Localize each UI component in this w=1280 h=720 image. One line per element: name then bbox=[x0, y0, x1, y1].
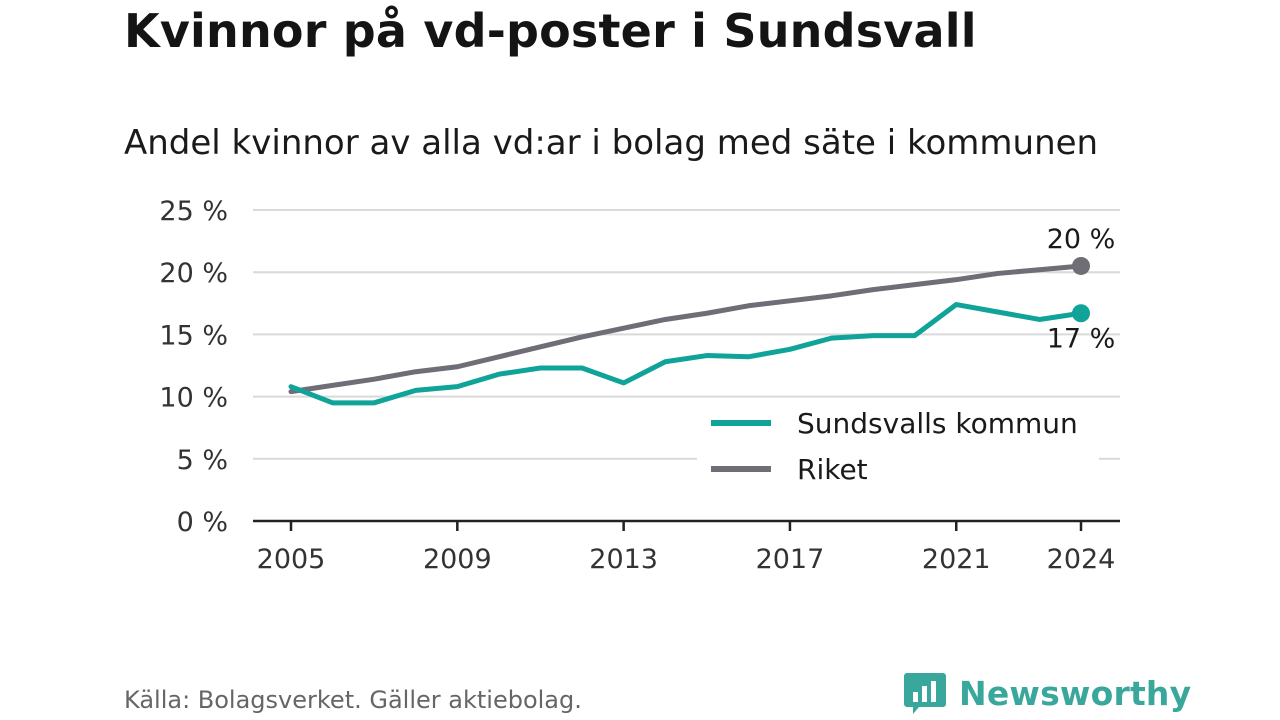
x-tick-label: 2021 bbox=[922, 544, 991, 575]
x-tick-label: 2013 bbox=[589, 544, 658, 575]
series-line-riket bbox=[288, 263, 1084, 395]
series-end-point-riket bbox=[1072, 256, 1090, 275]
chart-subtitle: Andel kvinnor av alla vd:ar i bolag med … bbox=[124, 123, 1099, 163]
legend: Sundsvalls kommun Riket bbox=[697, 398, 1099, 490]
y-tick-label: 10 % bbox=[159, 383, 228, 414]
end-value-label: 20 % bbox=[1047, 224, 1116, 255]
axis-layer: 0 % 5 % 10 % 15 % 20 % 25 % 2005 2009 2013 2017 20… bbox=[159, 196, 1120, 575]
y-tick-label: 20 % bbox=[159, 258, 228, 289]
grid-layer bbox=[253, 209, 1120, 460]
x-tick-label: 2024 bbox=[1047, 544, 1116, 575]
label-layer: 17 % 20 % bbox=[1047, 224, 1116, 354]
series-end-point-sundsvall bbox=[1072, 304, 1090, 323]
brand-name: Newsworthy bbox=[959, 673, 1192, 713]
legend-label: Sundsvalls kommun bbox=[797, 407, 1078, 440]
end-value-label: 17 % bbox=[1047, 323, 1116, 354]
brand-logo[interactable]: Newsworthy bbox=[903, 670, 1191, 716]
legend-label: Riket bbox=[797, 453, 868, 486]
y-tick-label: 25 % bbox=[159, 196, 228, 227]
series-layer bbox=[288, 256, 1090, 406]
source-note: Källa: Bolagsverket. Gäller aktiebolag. bbox=[124, 686, 582, 714]
y-tick-label: 0 % bbox=[177, 507, 228, 538]
legend-background bbox=[697, 398, 1099, 490]
x-tick-label: 2009 bbox=[423, 544, 492, 575]
chart-title: Kvinnor på vd-poster i Sundsvall bbox=[124, 4, 977, 58]
x-tick-label: 2017 bbox=[756, 544, 825, 575]
x-tick-label: 2005 bbox=[257, 544, 326, 575]
newsworthy-logo-icon bbox=[904, 673, 946, 714]
series-line-sundsvall bbox=[288, 302, 1084, 406]
y-tick-label: 15 % bbox=[159, 320, 228, 351]
y-tick-label: 5 % bbox=[177, 445, 228, 476]
